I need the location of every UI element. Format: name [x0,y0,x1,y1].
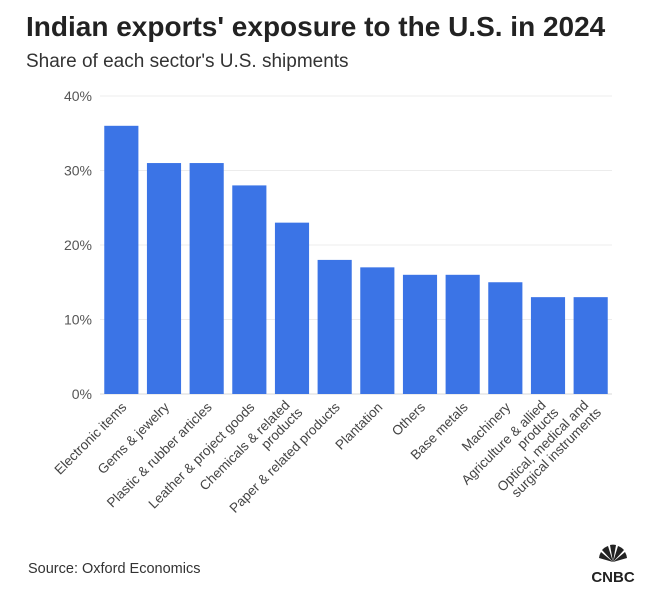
y-tick-label: 40% [64,88,92,104]
bar [573,297,608,394]
y-tick-label: 0% [72,386,92,402]
logo-text: CNBC [591,569,634,586]
y-tick-label: 30% [64,163,92,179]
y-tick-label: 20% [64,237,92,253]
chart-subtitle: Share of each sector's U.S. shipments [26,51,349,72]
chart-title: Indian exports' exposure to the U.S. in … [26,11,606,42]
bar [445,274,480,394]
x-tick-label: Plantation [332,400,385,453]
x-tick-label: Others [389,399,428,438]
bar [274,222,310,394]
bar [189,163,224,394]
bar [530,297,566,394]
logo: CNBC [591,544,635,586]
bar [232,185,267,394]
bar [360,267,395,394]
bar [104,125,139,395]
bar [402,274,438,394]
bar [146,163,182,394]
source: Source: Oxford Economics [28,561,200,577]
bar [488,282,523,394]
y-tick-label: 10% [64,312,92,328]
x-tick-label: Electronic items [51,399,129,477]
bar [317,259,352,394]
